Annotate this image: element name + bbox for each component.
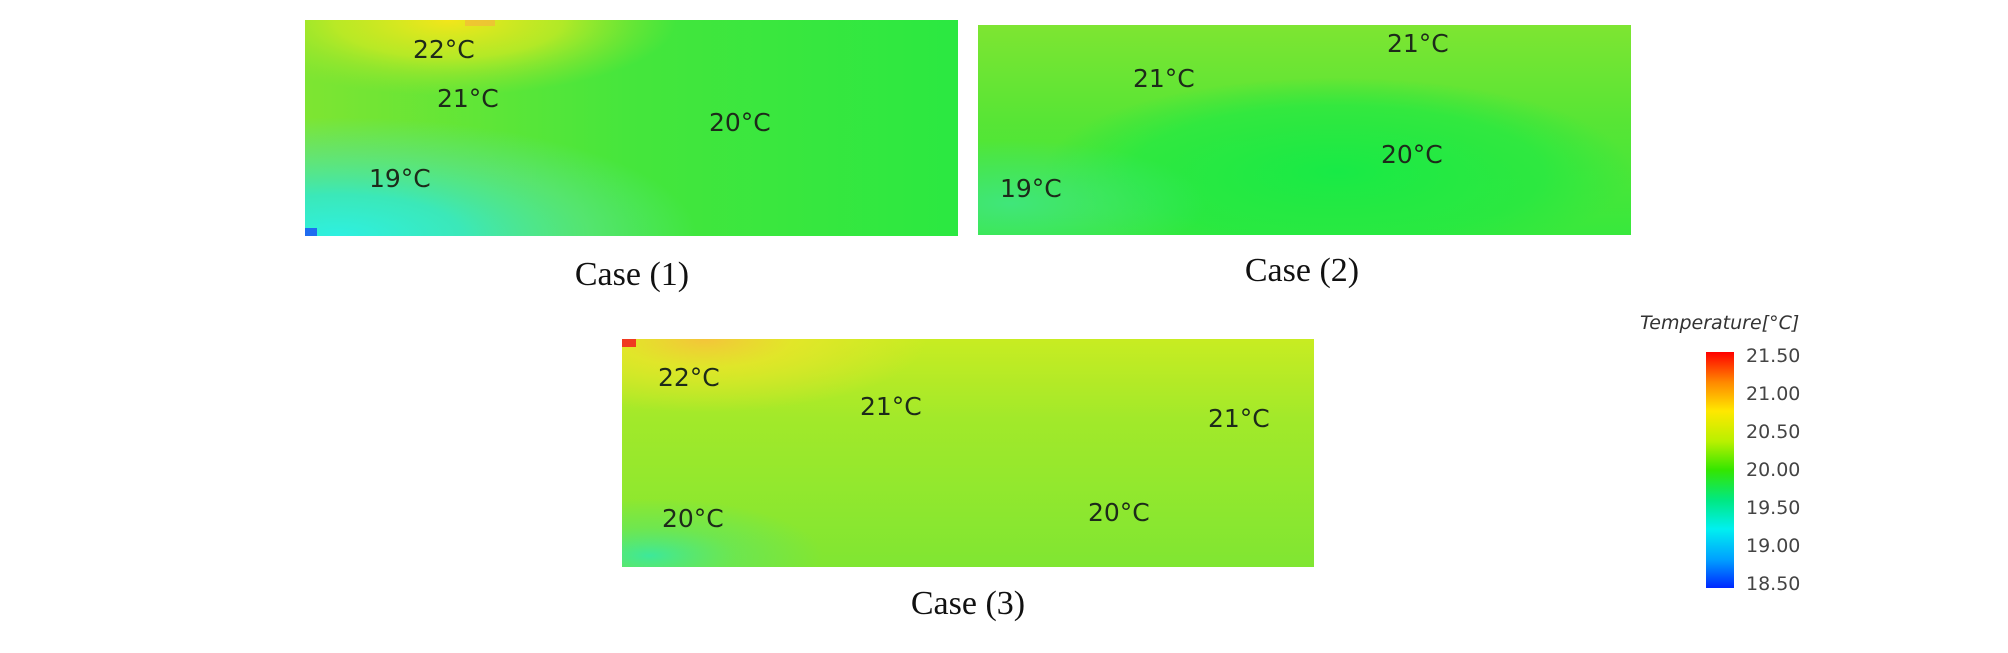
color-legend: Temperature[°C] 21.50 21.00 20.50 20.00 … bbox=[1640, 312, 1840, 612]
temp-label: 21°C bbox=[1208, 404, 1270, 433]
contour-panel-case-2: 21°C 21°C 20°C 19°C bbox=[978, 25, 1631, 235]
case-label: Case (3) bbox=[910, 585, 1026, 622]
temp-label: 21°C bbox=[860, 392, 922, 421]
legend-tick: 21.00 bbox=[1746, 383, 1801, 405]
legend-tick: 19.00 bbox=[1746, 535, 1801, 557]
temp-label: 21°C bbox=[1133, 64, 1195, 93]
legend-tick: 18.50 bbox=[1746, 573, 1801, 595]
contour-panel-case-1: 22°C 21°C 20°C 19°C bbox=[305, 20, 958, 236]
legend-tick: 20.00 bbox=[1746, 459, 1801, 481]
temp-label: 19°C bbox=[1000, 174, 1062, 203]
temp-label: 22°C bbox=[413, 35, 475, 64]
temp-label: 19°C bbox=[369, 164, 431, 193]
temp-label: 20°C bbox=[1088, 498, 1150, 527]
case-label: Case (2) bbox=[1244, 252, 1360, 289]
temp-label: 21°C bbox=[437, 84, 499, 113]
legend-tick: 19.50 bbox=[1746, 497, 1801, 519]
temp-label: 20°C bbox=[709, 108, 771, 137]
temp-label: 20°C bbox=[662, 504, 724, 533]
temp-label: 21°C bbox=[1387, 29, 1449, 58]
legend-title: Temperature[°C] bbox=[1640, 312, 1800, 334]
temp-label: 20°C bbox=[1381, 140, 1443, 169]
legend-color-bar bbox=[1706, 352, 1734, 588]
legend-tick: 20.50 bbox=[1746, 421, 1801, 443]
case-label: Case (1) bbox=[574, 256, 690, 293]
temp-label: 22°C bbox=[658, 363, 720, 392]
legend-tick: 21.50 bbox=[1746, 345, 1801, 367]
contour-panel-case-3: 22°C 21°C 21°C 20°C 20°C bbox=[622, 339, 1314, 567]
